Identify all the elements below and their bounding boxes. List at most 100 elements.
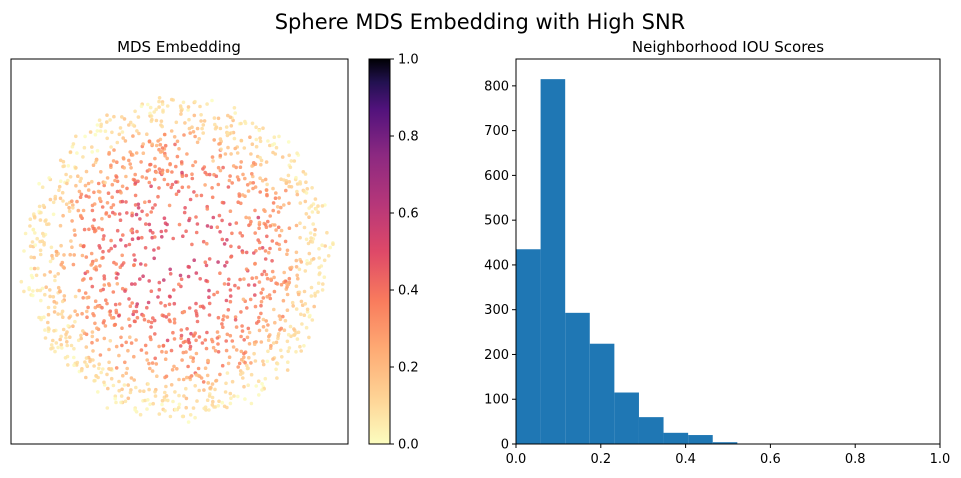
scatter-point [106,386,110,391]
scatter-point [38,239,42,244]
scatter-point [216,315,221,320]
scatter-point [228,294,233,298]
scatter-point [295,192,300,197]
scatter-point [36,266,40,271]
scatter-point [69,343,74,348]
scatter-point [142,389,146,394]
scatter-point [37,315,41,320]
scatter-point [120,263,124,267]
scatter-point [123,360,127,365]
scatter-point [61,213,65,218]
scatter-point [95,326,99,331]
scatter-point [107,249,111,253]
scatter-point [95,338,99,342]
scatter-point [247,223,251,228]
scatter-point [39,210,43,215]
scatter-point [157,280,162,285]
scatter-point [154,143,159,148]
scatter-point [109,163,113,168]
y-tick-label: 600 [484,169,509,184]
scatter-point [175,139,180,144]
scatter-point [226,145,230,150]
scatter-point [79,336,83,341]
scatter-point [33,231,37,235]
scatter-point [119,238,123,242]
scatter-point [29,266,33,271]
scatter-point [280,355,284,359]
scatter-point [88,130,93,134]
scatter-point [218,271,222,276]
scatter-point [162,314,166,318]
scatter-point [243,121,248,126]
scatter-point [96,390,100,394]
scatter-point [111,210,115,215]
scatter-point [273,223,277,227]
scatter-point [97,118,102,122]
scatter-point [135,129,139,133]
scatter-point [193,415,197,420]
scatter-point [261,359,265,364]
scatter-point [168,414,173,419]
colorbar [368,58,391,445]
scatter-point [230,379,235,384]
scatter-point [43,328,47,332]
scatter-point [72,355,76,360]
scatter-point [120,326,124,331]
scatter-point [189,331,193,336]
scatter-point [161,110,165,114]
scatter-point [265,234,269,239]
histogram-bars [516,79,738,445]
scatter-point [279,177,283,181]
scatter-point [298,180,302,184]
scatter-point [254,125,258,129]
scatter-point [230,339,235,343]
scatter-point [247,330,252,335]
scatter-point [285,339,290,344]
scatter-point [193,160,198,164]
scatter-point [102,274,106,278]
scatter-point [103,324,108,328]
scatter-point [271,201,276,205]
scatter-point [59,334,63,339]
scatter-point [145,213,149,217]
scatter-point [97,226,101,230]
scatter-point [331,242,335,246]
scatter-point [138,277,142,281]
scatter-point [325,230,329,235]
scatter-point [309,236,313,240]
scatter-point [191,406,196,410]
scatter-point [118,218,123,222]
scatter-point [264,319,269,323]
scatter-point [133,109,137,114]
scatter-point [251,174,255,179]
scatter-point [76,338,81,343]
scatter-point [129,376,134,380]
scatter-point [266,349,270,354]
scatter-point [160,171,165,175]
scatter-point [265,192,269,197]
scatter-point [257,393,261,397]
scatter-point [317,256,322,260]
scatter-point [96,375,100,380]
scatter-point [307,251,312,256]
scatter-point [259,158,264,163]
scatter-point [297,267,302,272]
scatter-point [308,231,313,235]
scatter-point [105,136,109,141]
scatter-point [119,394,124,398]
scatter-point [172,337,177,341]
scatter-point [162,132,167,137]
scatter-point [81,208,86,213]
scatter-point [271,208,276,213]
scatter-point [149,210,153,214]
scatter-point [171,399,175,404]
scatter-point [260,388,264,392]
scatter-point [101,255,105,260]
scatter-point [174,120,179,125]
scatter-point [270,259,274,263]
scatter-point [160,402,164,407]
scatter-point [259,340,264,344]
scatter-point [235,151,240,155]
scatter-point [111,290,116,294]
scatter-point [181,310,185,315]
